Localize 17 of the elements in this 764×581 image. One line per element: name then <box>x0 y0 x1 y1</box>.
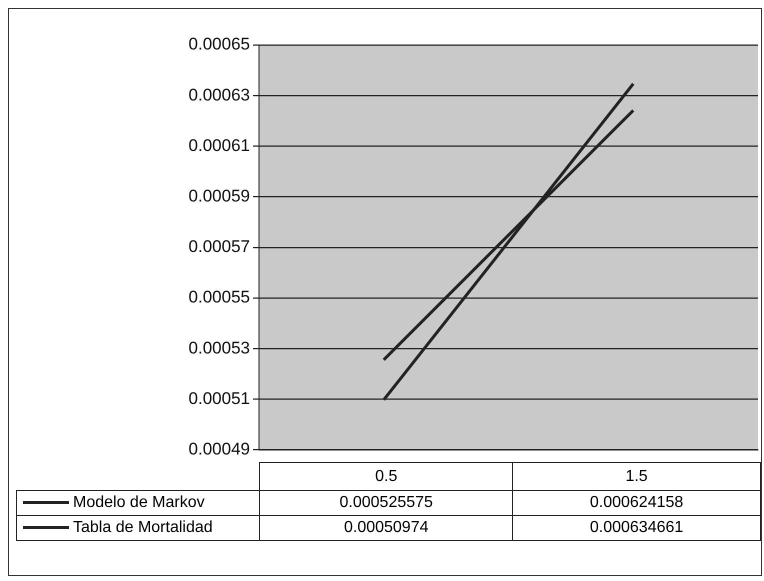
data-label: 0.00050974 <box>260 516 513 540</box>
legend-label: Tabla de Mortalidad <box>16 516 260 540</box>
legend-label: Modelo de Markov <box>16 490 260 516</box>
data-label: 0.000634661 <box>512 516 760 540</box>
data-label: 0.000624158 <box>512 490 760 516</box>
y-tick-label: 0.00065 <box>188 34 250 54</box>
data-label: 0.000525575 <box>260 490 513 516</box>
y-tick-label: 0.00061 <box>188 136 250 155</box>
y-tick-label: 0.00063 <box>188 85 250 104</box>
y-tick-label: 0.00051 <box>188 388 250 408</box>
x-tick-label: 0.5 <box>260 462 513 490</box>
y-tick-label: 0.00059 <box>188 186 250 206</box>
y-tick-label: 0.00049 <box>188 439 250 458</box>
y-tick-label: 0.00057 <box>188 237 250 256</box>
x-tick-label: 1.5 <box>512 462 760 490</box>
y-tick-label: 0.00055 <box>188 288 250 307</box>
y-tick-label: 0.00053 <box>188 338 250 358</box>
